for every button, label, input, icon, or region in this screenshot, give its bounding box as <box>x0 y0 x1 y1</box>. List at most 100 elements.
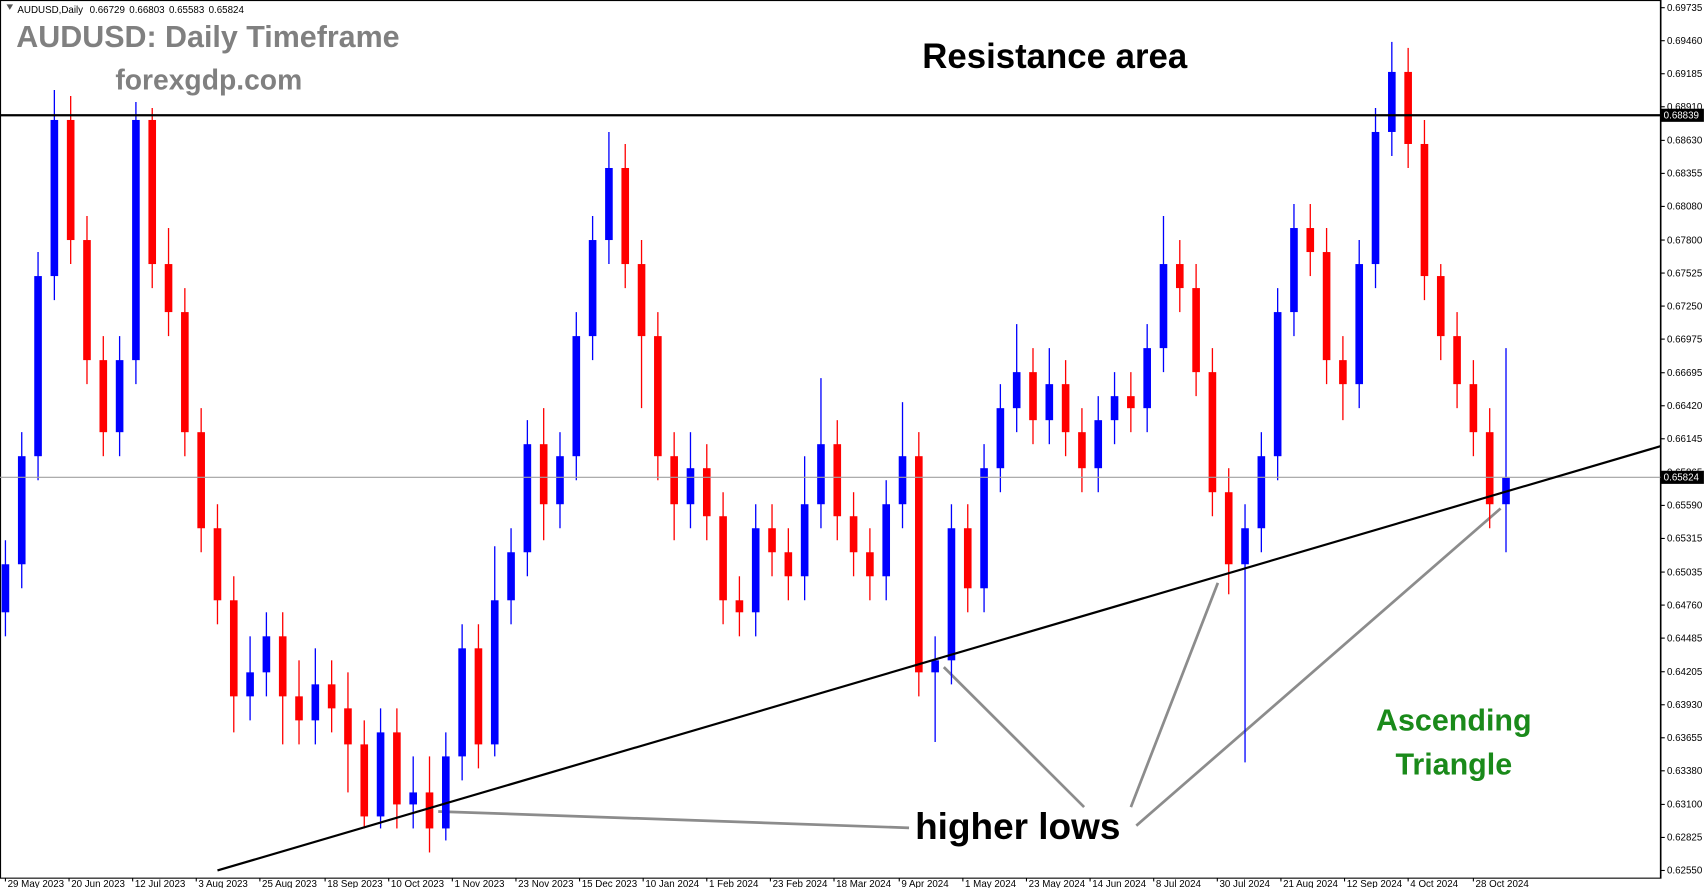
candle-body <box>882 504 891 577</box>
y-tick-label: 0.64205 <box>1667 667 1703 678</box>
header-value: 0.66729 <box>90 5 125 16</box>
candle-body <box>1045 384 1054 421</box>
trendline <box>217 445 1661 872</box>
candle-body <box>751 528 760 613</box>
candle-body <box>735 600 744 613</box>
candle-body <box>1029 372 1037 421</box>
candle-body <box>686 468 695 505</box>
candle-body <box>670 456 678 505</box>
candle-body <box>115 360 124 433</box>
candle-body <box>376 732 385 817</box>
x-tick-label: 4 Oct 2024 <box>1410 879 1458 888</box>
candle-body <box>1355 264 1364 385</box>
chart-subtitle: forexgdp.com <box>115 65 302 97</box>
candle-body <box>719 516 727 601</box>
candle-body <box>654 336 662 457</box>
candle-body <box>344 708 352 745</box>
candle-body <box>817 444 825 505</box>
candle-body <box>915 456 923 673</box>
candle-body <box>34 276 42 457</box>
candle-body <box>980 468 988 589</box>
y-tick-label: 0.67525 <box>1667 268 1703 279</box>
candle-body <box>1436 276 1445 337</box>
x-tick-label: 3 Aug 2023 <box>198 879 248 888</box>
candle-body <box>132 119 140 361</box>
candle-body <box>409 792 418 805</box>
candle-body <box>311 684 320 721</box>
candle-body <box>800 504 809 577</box>
candle-body <box>262 636 271 673</box>
y-tick-label: 0.63100 <box>1667 800 1703 811</box>
candle-body <box>1273 312 1282 457</box>
candle-body <box>181 312 189 433</box>
y-tick-label: 0.64760 <box>1667 600 1703 611</box>
y-tick-label: 0.63930 <box>1667 700 1703 711</box>
candle-body <box>1404 71 1412 144</box>
x-tick-label: 23 Feb 2024 <box>773 879 828 888</box>
y-tick-label: 0.69735 <box>1667 3 1703 14</box>
candle-body <box>66 119 75 241</box>
pointer-line <box>942 666 1086 809</box>
x-tick-label: 1 May 2024 <box>965 879 1017 888</box>
x-tick-label: 30 Jul 2024 <box>1219 879 1270 888</box>
x-tick-label: 14 Jun 2024 <box>1092 879 1146 888</box>
candle-body <box>637 264 646 337</box>
candle-body <box>1420 143 1429 277</box>
candle-body <box>1339 360 1347 385</box>
y-tick-label: 0.68630 <box>1667 136 1703 147</box>
candle-body <box>1485 432 1494 505</box>
price-box <box>1660 470 1704 484</box>
candle-body <box>621 167 630 265</box>
resistance-label: Resistance area <box>922 37 1187 76</box>
y-tick-label: 0.62550 <box>1667 866 1703 877</box>
y-tick-label: 0.65590 <box>1667 501 1703 512</box>
x-tick-label: 9 Apr 2024 <box>901 879 949 888</box>
y-tick-label: 0.63380 <box>1667 766 1703 777</box>
candle-body <box>1127 396 1135 409</box>
pattern-label: Ascending <box>1376 703 1532 737</box>
symbol-header: AUDUSD,Daily 0.66729 0.66803 0.65583 0.65824 <box>17 5 244 16</box>
candle-body <box>1159 264 1168 349</box>
candle-body <box>1012 372 1021 409</box>
candle-body <box>1469 384 1478 433</box>
candle-body <box>963 528 972 589</box>
candle-body <box>295 696 303 721</box>
candle-body <box>1 564 10 613</box>
x-tick-label: 21 Aug 2024 <box>1283 879 1338 888</box>
pointer-line <box>438 810 910 830</box>
x-tick-label: 25 Aug 2023 <box>262 879 317 888</box>
candle-body <box>360 744 369 817</box>
candle-body <box>83 240 91 361</box>
y-tick-label: 0.67800 <box>1667 235 1703 246</box>
candle-body <box>490 600 499 745</box>
x-tick-label: 28 Oct 2024 <box>1476 879 1530 888</box>
candle-body <box>539 444 548 505</box>
x-tick-label: 12 Sep 2024 <box>1347 879 1403 888</box>
candle-body <box>931 660 939 673</box>
candle-body <box>507 552 515 601</box>
x-tick-label: 20 Jun 2023 <box>71 879 125 888</box>
candle-body <box>849 516 858 553</box>
candle-body <box>588 240 597 337</box>
candle-body <box>898 456 907 505</box>
x-tick-label: 23 May 2024 <box>1029 879 1086 888</box>
x-tick-label: 1 Feb 2024 <box>709 879 759 888</box>
candle-body <box>784 552 793 577</box>
candle-body <box>458 648 466 757</box>
candle-body <box>833 444 842 517</box>
price-label: 0.65824 <box>1664 473 1700 484</box>
candle-body <box>1192 288 1200 373</box>
header-value: 0.65824 <box>209 5 245 16</box>
candle-body <box>393 732 401 805</box>
x-tick-label: 1 Nov 2023 <box>455 879 506 888</box>
candle-body <box>1078 432 1086 469</box>
chart-title: AUDUSD: Daily Timeframe <box>16 20 399 54</box>
symbol-icon <box>6 4 14 10</box>
candle-body <box>474 648 483 745</box>
candle-body <box>768 528 776 553</box>
x-tick-label: 8 Jul 2024 <box>1156 879 1202 888</box>
x-tick-label: 10 Oct 2023 <box>391 879 445 888</box>
candle-body <box>1175 264 1184 289</box>
